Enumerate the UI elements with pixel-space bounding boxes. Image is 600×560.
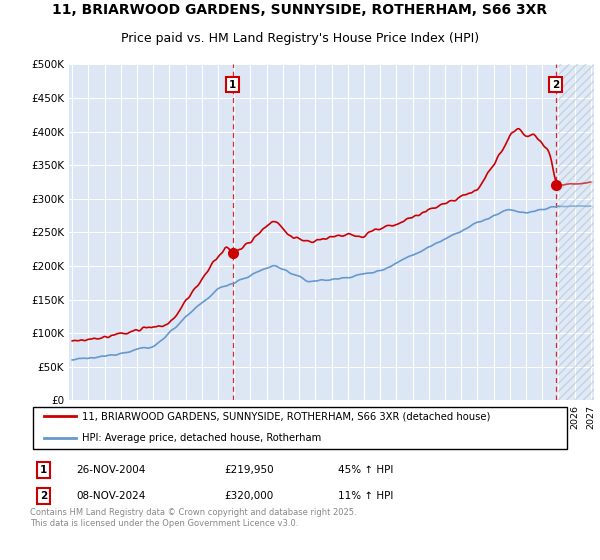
Text: 26-NOV-2004: 26-NOV-2004 (76, 465, 145, 475)
Text: Contains HM Land Registry data © Crown copyright and database right 2025.
This d: Contains HM Land Registry data © Crown c… (30, 508, 356, 528)
Text: £320,000: £320,000 (224, 491, 274, 501)
Text: 11, BRIARWOOD GARDENS, SUNNYSIDE, ROTHERHAM, S66 3XR: 11, BRIARWOOD GARDENS, SUNNYSIDE, ROTHER… (52, 3, 548, 17)
Text: HPI: Average price, detached house, Rotherham: HPI: Average price, detached house, Roth… (82, 433, 321, 444)
FancyBboxPatch shape (33, 407, 567, 449)
Text: 2: 2 (552, 80, 560, 90)
Text: 2: 2 (40, 491, 47, 501)
Text: Price paid vs. HM Land Registry's House Price Index (HPI): Price paid vs. HM Land Registry's House … (121, 32, 479, 45)
Text: 11% ↑ HPI: 11% ↑ HPI (338, 491, 393, 501)
Bar (559, 64, 594, 400)
Text: £219,950: £219,950 (224, 465, 274, 475)
Text: 45% ↑ HPI: 45% ↑ HPI (338, 465, 393, 475)
Text: 11, BRIARWOOD GARDENS, SUNNYSIDE, ROTHERHAM, S66 3XR (detached house): 11, BRIARWOOD GARDENS, SUNNYSIDE, ROTHER… (82, 412, 490, 421)
Text: 1: 1 (229, 80, 236, 90)
Text: 1: 1 (40, 465, 47, 475)
Text: 08-NOV-2024: 08-NOV-2024 (76, 491, 145, 501)
